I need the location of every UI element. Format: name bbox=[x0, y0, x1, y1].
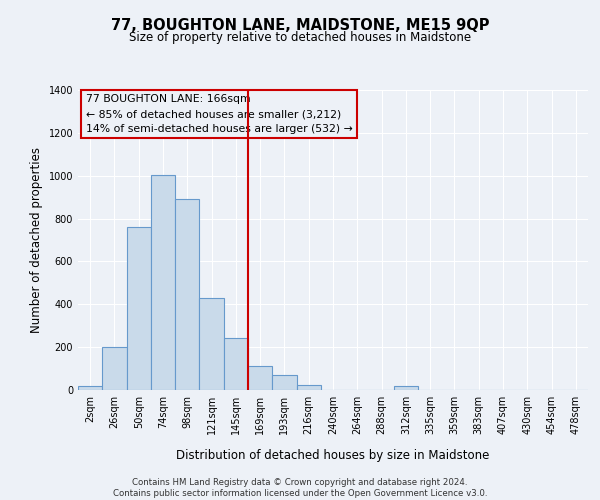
Text: 77, BOUGHTON LANE, MAIDSTONE, ME15 9QP: 77, BOUGHTON LANE, MAIDSTONE, ME15 9QP bbox=[111, 18, 489, 32]
Text: Contains HM Land Registry data © Crown copyright and database right 2024.
Contai: Contains HM Land Registry data © Crown c… bbox=[113, 478, 487, 498]
Bar bbox=[199, 298, 224, 390]
Bar bbox=[248, 366, 272, 390]
Text: 77 BOUGHTON LANE: 166sqm
← 85% of detached houses are smaller (3,212)
14% of sem: 77 BOUGHTON LANE: 166sqm ← 85% of detach… bbox=[86, 94, 352, 134]
Text: Distribution of detached houses by size in Maidstone: Distribution of detached houses by size … bbox=[176, 448, 490, 462]
Bar bbox=[151, 174, 175, 390]
Bar bbox=[224, 338, 248, 390]
Text: Size of property relative to detached houses in Maidstone: Size of property relative to detached ho… bbox=[129, 31, 471, 44]
Bar bbox=[175, 198, 199, 390]
Y-axis label: Number of detached properties: Number of detached properties bbox=[30, 147, 43, 333]
Bar bbox=[296, 386, 321, 390]
Bar bbox=[127, 227, 151, 390]
Bar bbox=[394, 386, 418, 390]
Bar bbox=[78, 386, 102, 390]
Bar bbox=[102, 347, 127, 390]
Bar bbox=[272, 375, 296, 390]
